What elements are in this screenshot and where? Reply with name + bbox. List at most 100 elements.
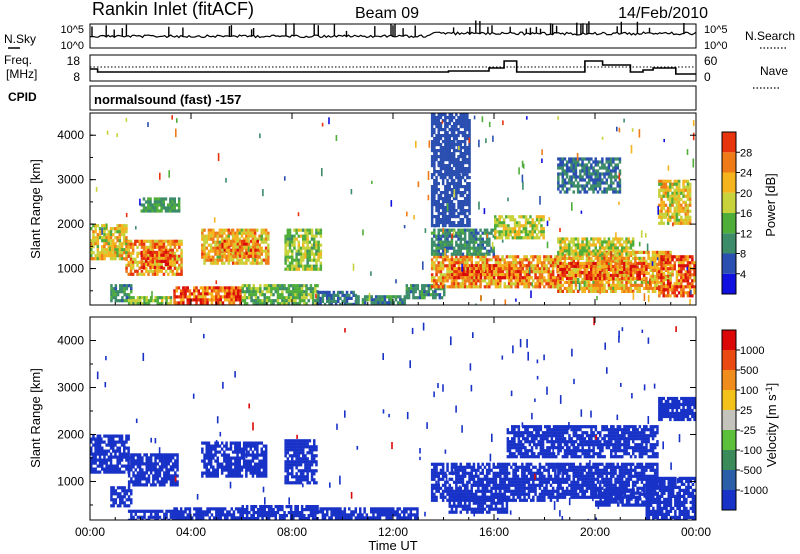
heatmap-cell [686,282,690,286]
heatmap-cell [171,251,174,255]
heatmap-cell [590,243,593,247]
heatmap-cell [565,286,569,290]
heatmap-cell [533,230,537,234]
heatmap-cell [527,285,531,289]
heatmap-cell [660,267,663,271]
heatmap-cell [534,285,537,289]
heatmap-cell [444,273,447,277]
heatmap-cell [195,298,198,302]
heatmap-cell [531,218,534,222]
heatmap-cell [205,246,208,250]
heatmap-cell [533,236,537,240]
heatmap-cell [206,298,209,302]
heatmap-cell [666,197,670,201]
heatmap-cell [662,267,665,271]
heatmap-cell [253,228,257,232]
heatmap-cell [401,298,404,302]
heatmap-cell [446,152,449,156]
heatmap-cell [497,264,500,268]
heatmap-cell [551,261,555,265]
heatmap-cell [441,161,445,165]
heatmap-cell [466,134,469,138]
heatmap-cell [303,302,306,305]
heatmap-cell [186,289,189,293]
heatmap-cell [284,240,287,244]
heatmap-cell [209,261,213,265]
heatmap-cell [98,227,102,231]
heatmap-cell [466,270,469,274]
heatmap-cell [437,249,440,253]
heatmap-cell [123,290,126,294]
heatmap-cell [433,231,436,235]
heatmap-cell [616,259,619,263]
heatmap-cell [574,175,578,179]
heatmap-cell [518,276,522,280]
heatmap-cell [686,285,690,289]
heatmap-cell [579,256,582,260]
heatmap-cell [151,269,155,273]
heatmap-cell [463,137,467,141]
heatmap-cell [557,273,560,278]
heatmap-cell [230,289,233,293]
heatmap-cell [640,264,644,269]
heatmap-cell [306,237,309,241]
heatmap-cell [598,283,602,287]
heatmap-cell [136,245,139,249]
heatmap-cell [587,270,591,275]
heatmap-cell [629,283,633,287]
heatmap-cell [281,302,284,305]
heatmap-cell [538,255,542,259]
heatmap-cell [673,197,676,201]
heatmap-cell [439,282,443,286]
heatmap-cell [452,279,456,283]
heatmap-cell [486,264,489,268]
heatmap-cell [247,231,250,235]
heatmap-cell [238,242,242,246]
heatmap-cell [499,270,502,274]
heatmap-cell [118,257,122,261]
heatmap-cell [339,290,342,294]
heatmap-cell [193,286,196,290]
heatmap-cell [212,295,216,299]
heatmap-cell [214,252,217,256]
heatmap-cell [248,284,251,288]
heatmap-cell [304,237,307,241]
heatmap-cell [377,298,380,302]
heatmap-cell [538,273,542,277]
heatmap-cell [607,157,611,161]
heatmap-cell [441,120,444,124]
heatmap-cell [605,268,608,272]
heatmap-cell [343,299,347,303]
heatmap-cell [127,248,130,252]
heatmap-cell [175,289,178,293]
heatmap-cell [616,240,619,244]
heatmap-cell [627,280,630,284]
heatmap-cell [220,228,224,232]
heatmap-cell [682,218,685,222]
heatmap-cell [433,146,436,150]
heatmap-cell [463,234,467,238]
heatmap-cell [618,280,622,284]
heatmap-cell [114,290,118,294]
heatmap-cell [179,292,183,296]
heatmap-cell [601,259,604,263]
heatmap-cell [319,267,323,271]
heatmap-cell [677,261,681,265]
heatmap-cell [270,284,273,288]
heatmap-cell [576,152,579,161]
heatmap-cell [623,289,626,293]
heatmap-cell [532,279,535,283]
heatmap-cell [561,187,564,191]
heatmap-cell [501,255,504,259]
heatmap-cell [664,283,668,287]
heatmap-cell [514,264,518,268]
heatmap-cell [163,296,166,300]
heatmap-cell [444,231,447,235]
heatmap-cell [568,246,571,250]
heatmap-cell [479,228,482,232]
heatmap-cell [110,284,113,288]
heatmap-cell [173,272,177,276]
heatmap-cell [474,249,478,253]
heatmap-cell [625,246,628,250]
heatmap-cell [557,280,560,284]
